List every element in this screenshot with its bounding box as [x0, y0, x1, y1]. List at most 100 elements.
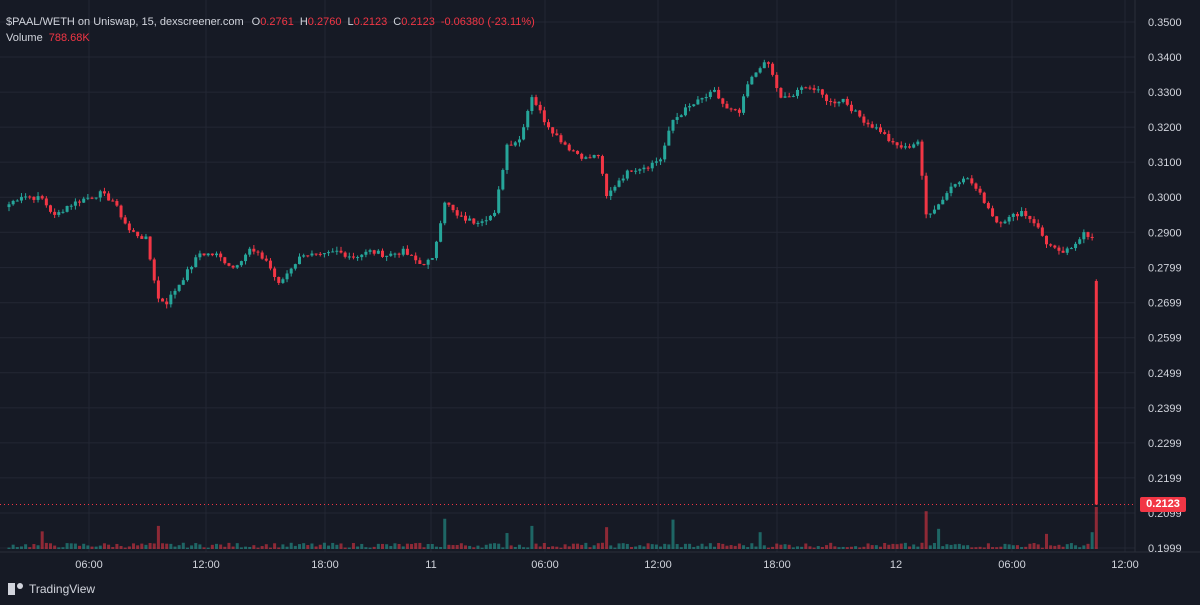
candle-body — [78, 201, 82, 203]
candle-body — [65, 205, 69, 212]
volume-bar — [61, 547, 65, 549]
volume-bar — [1069, 543, 1073, 549]
volume-bar — [65, 543, 69, 549]
volume-bar — [517, 544, 521, 549]
volume-bar — [484, 544, 488, 549]
volume-bar — [891, 543, 895, 549]
time-tick-label: 06:00 — [998, 559, 1026, 571]
time-axis[interactable]: 06:00 12:00 18:00 11 06:00 12:00 18:00 12 06:00 1… — [75, 559, 1139, 571]
volume-bar — [962, 545, 965, 549]
candle-body — [410, 254, 414, 256]
candle-body — [173, 290, 177, 295]
candle-body — [414, 255, 418, 261]
volume-bar — [418, 542, 422, 549]
volume-bar — [455, 544, 459, 549]
tradingview-logo[interactable]: TradingView — [8, 582, 95, 596]
volume-bar — [779, 544, 783, 549]
candle-body — [19, 196, 23, 201]
candle-body — [156, 280, 160, 299]
volume-bar — [161, 543, 165, 549]
candle-body — [833, 101, 837, 104]
volume-bar — [663, 543, 667, 549]
volume-bar — [812, 547, 816, 549]
volume-bar — [530, 525, 534, 549]
volume-bar — [945, 544, 949, 549]
volume-bar — [94, 546, 98, 549]
candle-body — [999, 222, 1003, 224]
candle-body — [231, 265, 235, 268]
candle-body — [692, 104, 696, 107]
volume-bar — [434, 546, 438, 549]
candle-body — [364, 251, 368, 255]
candle-body — [555, 133, 559, 136]
candle-body — [102, 191, 106, 194]
candle-body — [659, 159, 663, 162]
candle-body — [754, 72, 758, 77]
price-tick-label: 0.1999 — [1148, 543, 1182, 555]
volume-bar — [1078, 547, 1082, 549]
candle-body — [405, 248, 409, 255]
volume-bar — [787, 544, 791, 549]
candle-body — [339, 250, 343, 253]
candle-body — [7, 204, 11, 208]
volume-bar — [571, 543, 575, 549]
candle-body — [94, 197, 98, 199]
volume-bar — [866, 543, 870, 549]
candle-body — [235, 265, 239, 268]
chart-legend: $PAAL/WETH on Uniswap, 15, dexscreener.c… — [6, 14, 541, 46]
price-tick-label: 0.3200 — [1148, 122, 1182, 134]
volume-bar — [646, 543, 650, 549]
volume-bar — [1040, 547, 1044, 549]
volume-bar — [879, 546, 882, 549]
candle-body — [762, 62, 766, 69]
volume-bars — [7, 507, 1098, 549]
candle-body — [517, 139, 521, 143]
open-label: O — [251, 16, 261, 28]
candle-body — [15, 200, 19, 202]
volume-bar — [219, 544, 223, 549]
candle-body — [372, 250, 376, 254]
volume-bar — [538, 546, 542, 549]
volume-bar — [223, 546, 227, 549]
candle-body — [335, 250, 339, 252]
volume-bar — [368, 547, 372, 549]
volume-bar — [86, 545, 90, 549]
volume-bar — [650, 544, 654, 549]
candle-body — [32, 196, 36, 200]
candle-body — [791, 95, 795, 97]
candle-body — [439, 223, 443, 242]
volume-bar — [733, 545, 737, 549]
candle-body — [617, 180, 621, 187]
volume-bar — [986, 543, 990, 549]
grid-lines — [0, 0, 1135, 552]
volume-bar — [185, 547, 189, 549]
volume-bar — [567, 546, 571, 549]
volume-bar — [1024, 546, 1028, 549]
volume-bar — [194, 543, 198, 549]
volume-bar — [202, 547, 206, 549]
candle-body — [464, 215, 467, 221]
volume-bar — [148, 543, 152, 549]
volume-bar — [264, 544, 268, 549]
symbol-title[interactable]: $PAAL/WETH on Uniswap, 15, dexscreener.c… — [6, 16, 244, 28]
candle-body — [932, 209, 936, 214]
volume-bar — [343, 547, 347, 549]
candle-body — [115, 201, 119, 206]
candle-body — [891, 141, 895, 143]
tradingview-logo-icon — [8, 583, 24, 595]
volume-bar — [563, 544, 567, 549]
volume-bar — [505, 533, 509, 549]
volume-bar — [754, 546, 758, 549]
candle-body — [322, 253, 326, 255]
volume-bar — [513, 546, 517, 549]
price-axis[interactable]: 0.3500 0.3400 0.3300 0.3200 0.3100 0.3000 0.29… — [1148, 17, 1182, 555]
volume-bar — [771, 546, 775, 549]
candle-body — [642, 167, 646, 170]
candle-body — [862, 116, 866, 123]
volume-bar — [136, 545, 140, 549]
candle-body — [679, 115, 683, 118]
candle-body — [239, 261, 243, 266]
volume-bar — [335, 544, 339, 549]
candle-body — [260, 252, 264, 259]
